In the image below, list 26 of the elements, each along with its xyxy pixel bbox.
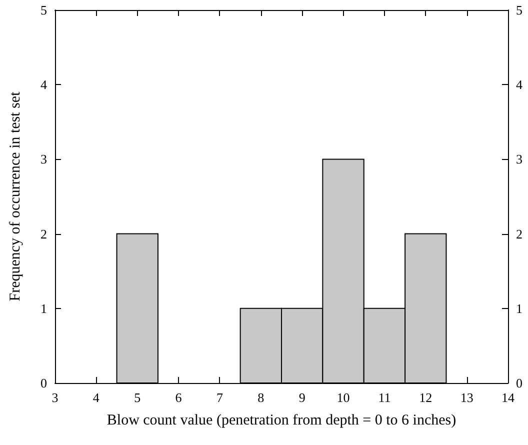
y2-tick-label: 0: [516, 376, 522, 390]
x-tick-label: 14: [502, 390, 515, 405]
y-axis-title: Frequency of occurrence in test set: [8, 90, 24, 302]
y-tick-label: 2: [40, 226, 47, 242]
x-tick-label: 11: [378, 390, 391, 405]
x-tick-label: 8: [258, 390, 264, 405]
y-tick-label: 5: [40, 2, 47, 18]
y-tick-label: 0: [40, 376, 47, 390]
x-axis-title: Blow count value (penetration from depth = 0 to 6 inches): [106, 412, 456, 428]
y2-tick-label: 5: [516, 2, 522, 18]
y-tick-label: 3: [40, 152, 47, 167]
x-tick-label: 5: [134, 390, 141, 405]
x-tick-label: 9: [298, 390, 306, 405]
x-tick-label: 4: [92, 390, 100, 405]
y2-tick-label: 2: [516, 226, 522, 242]
x-tick-label: 12: [419, 390, 432, 405]
x-tick-label: 6: [175, 390, 182, 405]
x-tick-label: 7: [216, 390, 224, 405]
y-tick-label: 4: [40, 77, 48, 92]
x-tick-label: 3: [52, 390, 58, 405]
y2-tick-label: 1: [516, 300, 522, 316]
x-tick-label: 10: [336, 390, 350, 405]
y2-tick-label: 3: [516, 152, 522, 167]
x-tick-label: 13: [460, 390, 474, 405]
y2-tick-label: 4: [516, 77, 523, 92]
y-tick-label: 1: [40, 300, 47, 316]
